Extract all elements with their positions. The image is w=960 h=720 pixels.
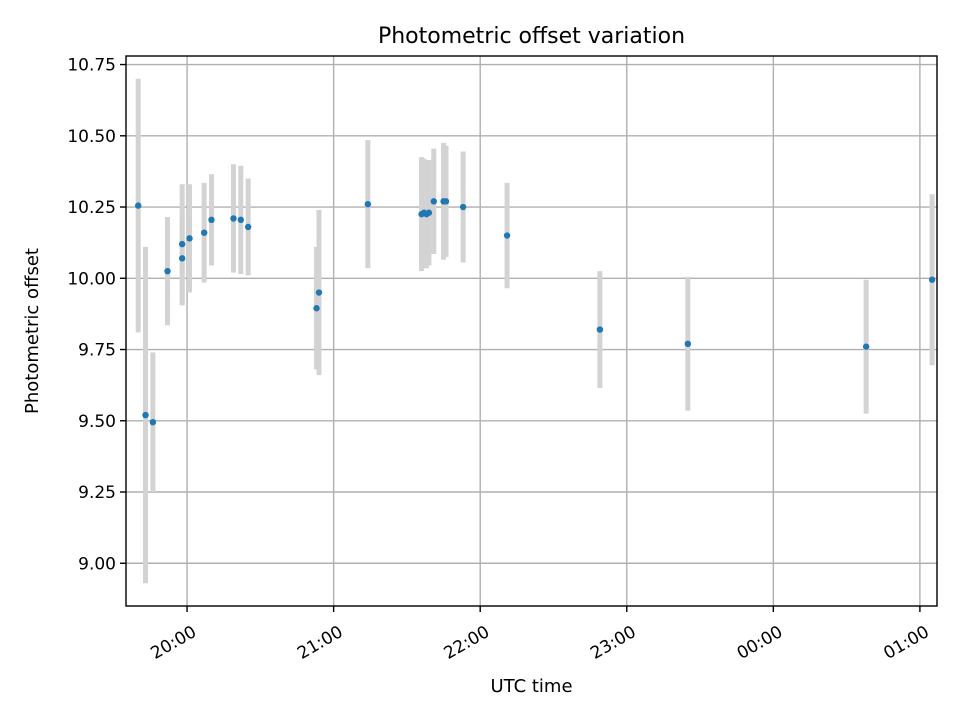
data-point [164,267,171,275]
data-point [178,255,186,262]
data-point [237,216,245,224]
axis-ticks: 20:00 21:00 22:00 23:00 00:00 01:00 9.00 9.25 9.… [67,56,932,664]
data-point [503,232,511,239]
data-point [149,418,157,426]
data-point [442,198,450,205]
error-bars [135,78,935,584]
data-point [313,305,320,312]
x-tick-label: 20:00 [148,622,200,664]
y-tick-label: 10.75 [67,56,116,76]
data-point [244,223,252,231]
grid [126,56,937,606]
data-point [200,229,208,236]
chart-title: Photometric offset variation [378,24,685,49]
data-point [135,202,142,209]
data-point [364,200,372,208]
y-tick-label: 9.25 [78,483,116,503]
y-tick-label: 10.25 [67,198,116,218]
data-point [208,216,215,224]
x-tick-label: 00:00 [734,622,786,664]
data-points [135,198,936,426]
y-tick-label: 9.75 [78,341,116,361]
data-point [178,240,186,248]
x-tick-label: 21:00 [294,622,346,664]
data-point [142,411,149,419]
data-point [230,215,237,222]
x-axis-label: UTC time [490,676,572,697]
data-point [430,198,437,205]
x-tick-label: 22:00 [441,622,493,664]
data-point [862,343,870,350]
data-point [684,340,692,348]
x-tick-label: 01:00 [880,622,932,664]
y-tick-label: 10.00 [67,269,116,289]
x-tick-label: 23:00 [587,622,639,664]
data-point [928,276,936,283]
data-point [596,326,604,333]
y-axis-label: Photometric offset [22,248,43,414]
plot-frame [125,55,938,607]
y-tick-label: 10.50 [67,127,116,147]
y-tick-label: 9.00 [78,554,116,574]
data-point [425,209,433,216]
data-point [459,203,467,211]
data-point [315,289,323,296]
y-tick-label: 9.50 [78,412,116,432]
data-point [186,235,193,242]
